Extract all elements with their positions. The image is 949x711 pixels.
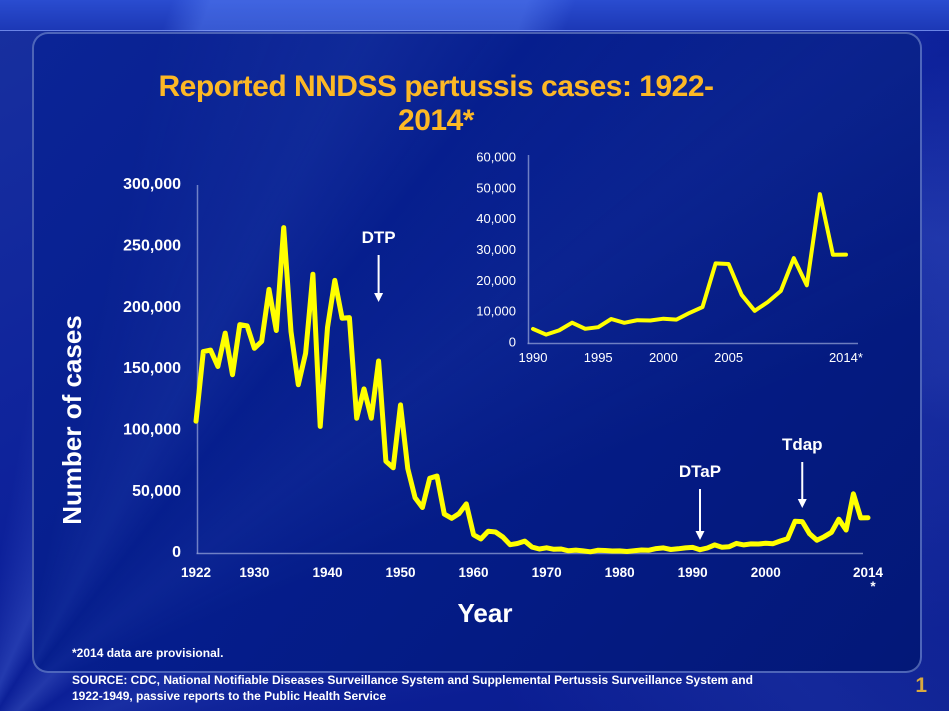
annotation-label-tdap: Tdap (782, 435, 823, 454)
source-line-2: 1922-1949, passive reports to the Public… (72, 689, 387, 703)
source-note: SOURCE: CDC, National Notifiable Disease… (72, 672, 852, 704)
inset-y-tick-label: 60,000 (476, 149, 516, 164)
main-y-tick-label: 0 (172, 544, 181, 561)
inset-chart-line (531, 192, 848, 337)
slide-frame (32, 32, 922, 673)
main-x-tick-label: 1940 (312, 565, 342, 580)
annotation-arrowhead-dtp (374, 293, 384, 302)
main-x-tick-label: 1950 (385, 565, 415, 580)
main-x-tick-label: 1922 (181, 565, 211, 580)
inset-y-tick-label: 40,000 (476, 211, 516, 226)
slide-page-number: 1 (915, 674, 927, 697)
annotation-arrowhead-dtap (695, 531, 705, 540)
main-x-tick-label: 1930 (239, 565, 269, 580)
main-y-tick-label: 300,000 (123, 176, 181, 193)
x-axis-title: Year (457, 598, 513, 628)
inset-x-tick-label: 2005 (714, 350, 743, 365)
main-x-tick-label: 1970 (532, 565, 562, 580)
inset-x-tick-label: 1990 (519, 350, 548, 365)
annotation-arrowhead-tdap (797, 499, 807, 508)
inset-y-tick-label: 20,000 (476, 273, 516, 288)
main-y-tick-label: 200,000 (123, 299, 181, 316)
inset-y-tick-label: 30,000 (476, 242, 516, 257)
annotation-label-dtap: DTaP (679, 462, 721, 481)
main-x-tick-label: 1960 (459, 565, 489, 580)
main-x-tick-marker: * (870, 579, 876, 594)
main-x-tick-label: 1980 (605, 565, 635, 580)
main-y-tick-label: 50,000 (132, 483, 181, 500)
inset-y-tick-label: 10,000 (476, 304, 516, 319)
annotation-label-dtp: DTP (362, 228, 396, 247)
inset-x-tick-label: 2014* (829, 350, 863, 365)
inset-x-tick-label: 2000 (649, 350, 678, 365)
inset-y-tick-label: 0 (509, 334, 516, 349)
provisional-data-footnote: *2014 data are provisional. (72, 646, 224, 660)
source-line-1: SOURCE: CDC, National Notifiable Disease… (72, 673, 753, 687)
inset-x-tick-label: 1995 (584, 350, 613, 365)
top-accent-band (0, 0, 949, 31)
main-x-tick-label: 2014 (853, 565, 884, 580)
main-y-tick-label: 250,000 (123, 238, 181, 255)
main-x-tick-label: 1990 (678, 565, 708, 580)
slide-title: Reported NNDSS pertussis cases: 1922-201… (158, 70, 714, 137)
main-x-tick-label: 2000 (751, 565, 781, 580)
inset-y-tick-label: 50,000 (476, 180, 516, 195)
main-y-tick-label: 100,000 (123, 422, 181, 439)
main-chart-line (193, 225, 871, 555)
main-y-tick-label: 150,000 (123, 360, 181, 377)
